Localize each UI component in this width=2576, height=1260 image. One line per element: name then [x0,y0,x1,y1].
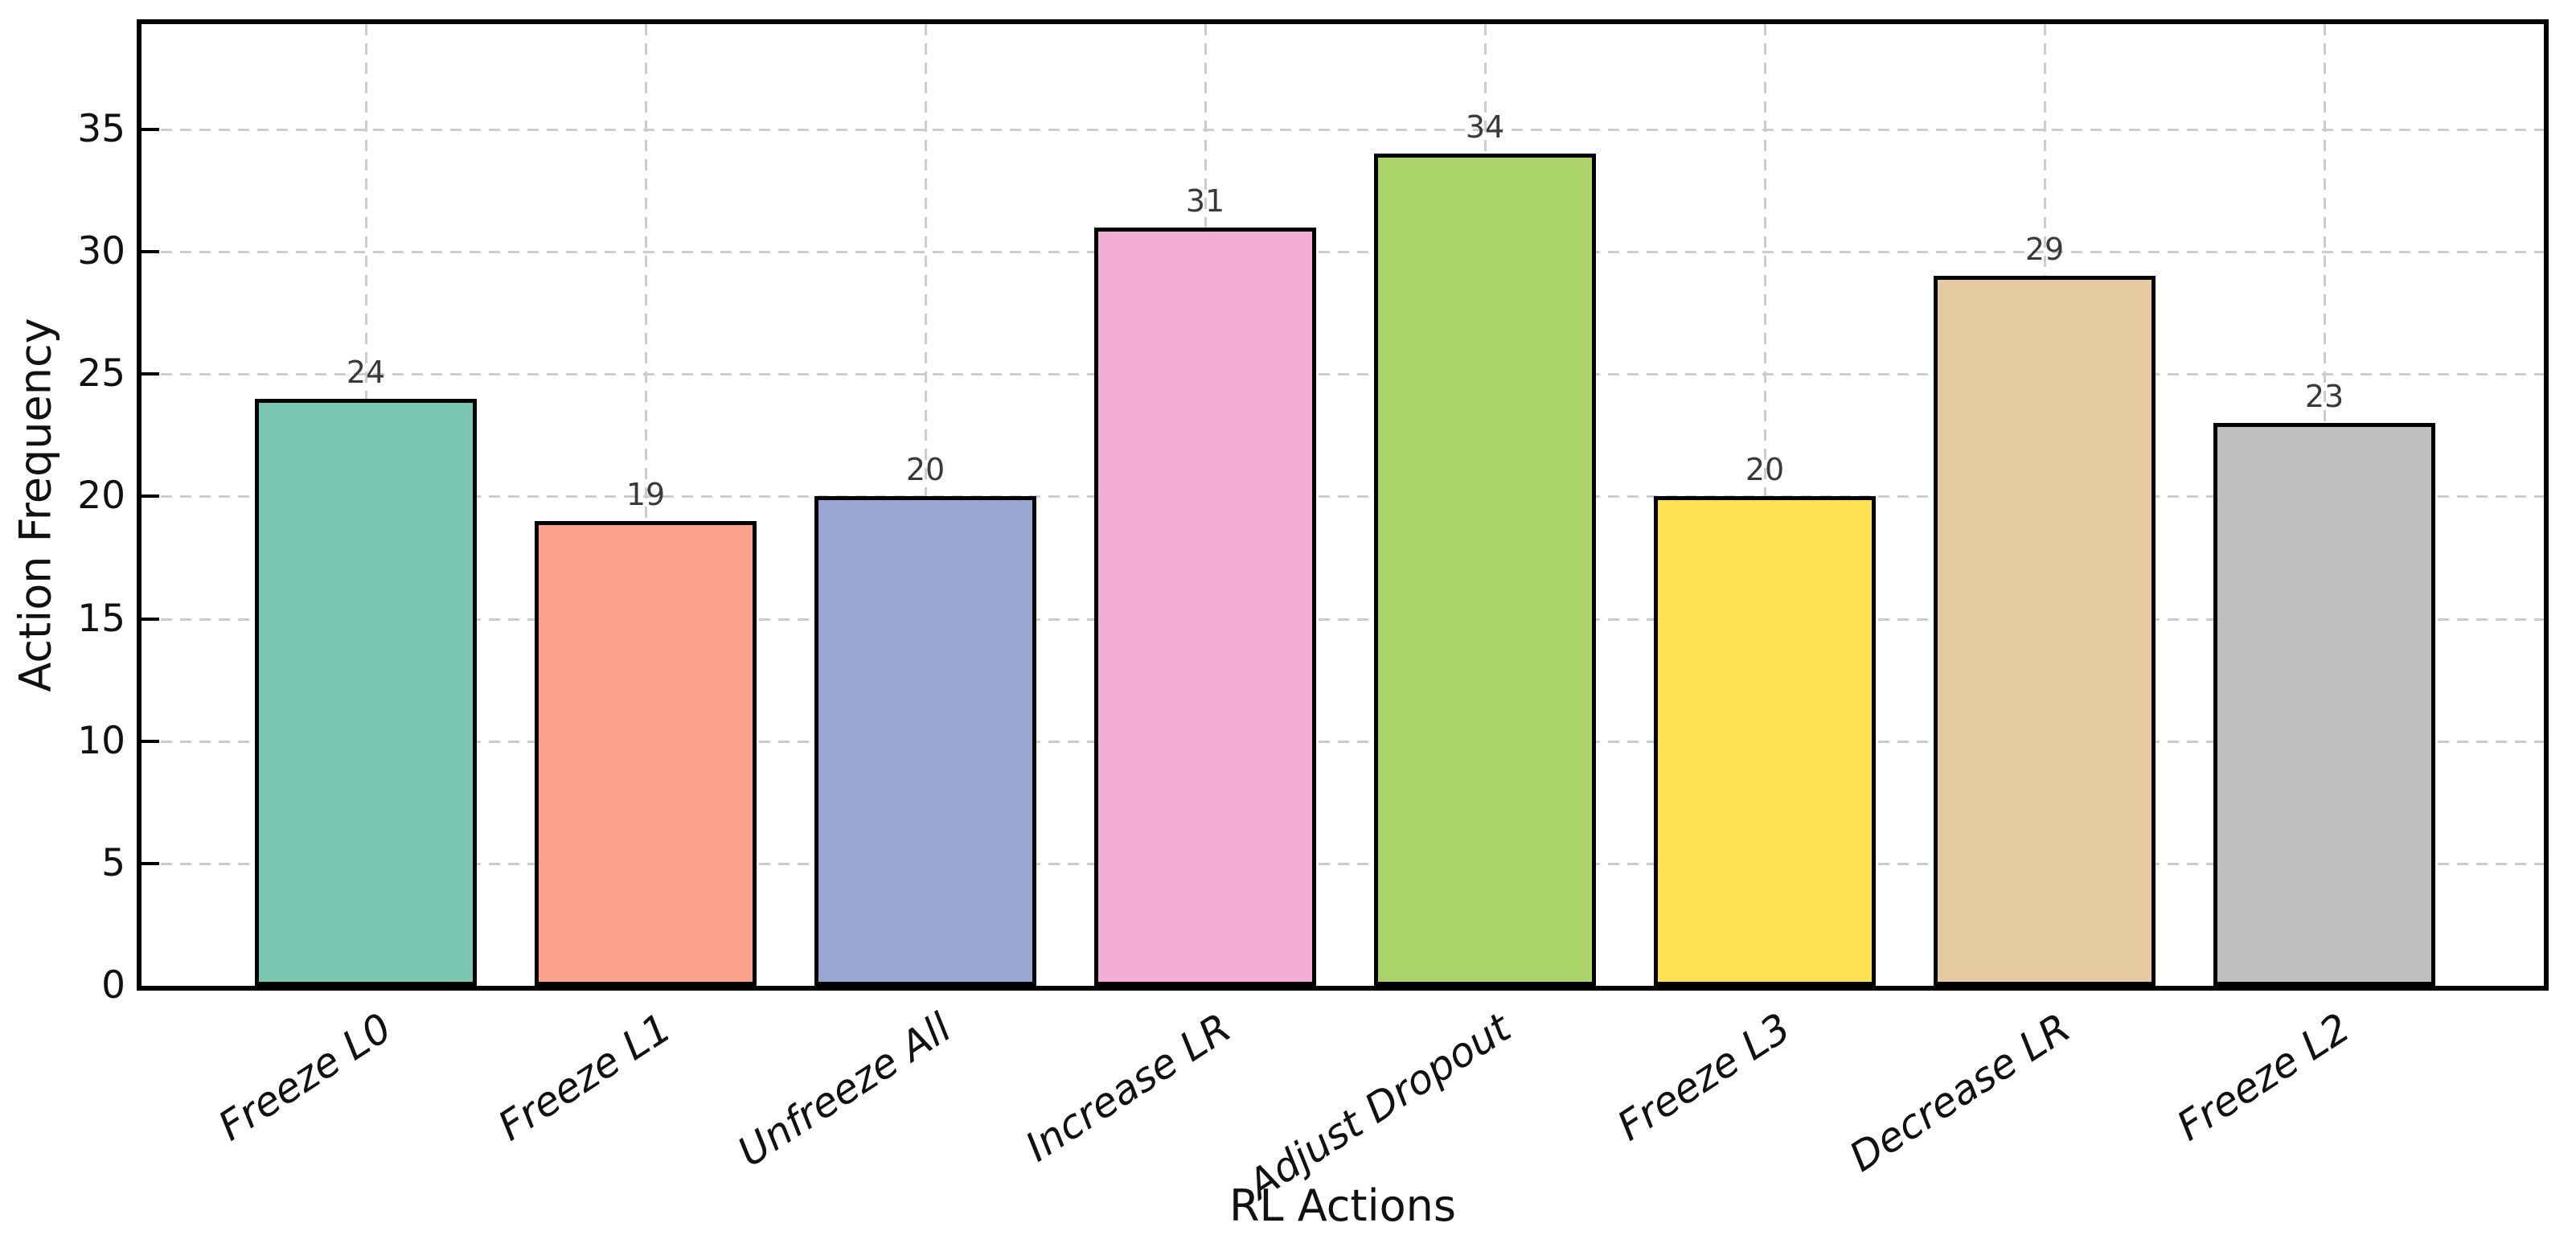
bar-value-label-decrease-lr: 29 [2024,232,2065,268]
bar-value-label-freeze-l0: 24 [346,354,386,390]
y-tickmark-30 [142,250,159,254]
y-gridline-20 [142,495,2544,499]
bar-decrease-lr [1934,276,2156,986]
x-gridline-freeze-l1 [645,24,647,986]
bar-value-label-increase-lr: 31 [1185,183,1225,219]
y-tick-label-35: 35 [77,106,125,151]
bar-value-label-freeze-l2: 23 [2304,379,2344,415]
y-tick-label-15: 15 [77,596,125,641]
y-gridline-30 [142,251,2544,254]
bar-freeze-l2 [2213,423,2435,986]
y-tickmark-20 [142,495,159,499]
bar-freeze-l3 [1654,496,1876,986]
y-gridline-25 [142,373,2544,376]
y-gridline-5 [142,862,2544,865]
y-gridline-10 [142,740,2544,743]
x-tick-label-freeze-l2: Freeze L2 [2168,1003,2359,1151]
y-tick-label-5: 5 [101,840,125,885]
bar-freeze-l0 [255,399,477,986]
y-gridline-35 [142,128,2544,131]
bar-adjust-dropout [1374,154,1596,986]
y-tick-label-25: 25 [77,351,125,396]
y-tick-label-10: 10 [77,718,125,763]
bar-value-label-unfreeze-all: 20 [905,452,945,488]
y-tick-label-30: 30 [77,229,125,274]
y-tickmark-35 [142,127,159,131]
bar-unfreeze-all [814,496,1036,986]
bar-freeze-l1 [535,521,757,986]
plot-area [137,19,2549,991]
y-tickmark-25 [142,372,159,376]
bar-value-label-adjust-dropout: 34 [1465,109,1505,146]
bar-value-label-freeze-l1: 19 [626,476,666,512]
y-tickmark-15 [142,617,159,621]
bar-value-label-freeze-l3: 20 [1745,452,1785,488]
y-tick-label-0: 0 [101,963,125,1008]
y-tickmark-5 [142,861,159,865]
y-gridline-15 [142,618,2544,621]
x-axis-title: RL Actions [1229,1180,1457,1231]
y-tickmark-10 [142,739,159,743]
y-tick-label-20: 20 [77,474,125,519]
bar-increase-lr [1094,228,1316,986]
